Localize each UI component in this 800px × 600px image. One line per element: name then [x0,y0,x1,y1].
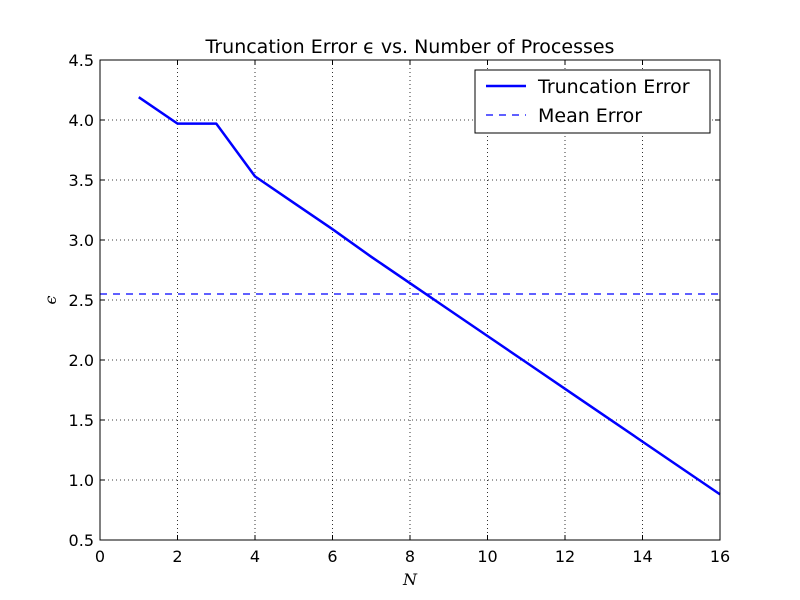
y-tick-label: 2.0 [69,351,94,370]
x-tick-label: 10 [477,547,497,566]
y-tick-label: 4.0 [69,111,94,130]
x-tick-label: 14 [632,547,652,566]
grid [100,60,720,540]
y-tick-label: 0.5 [69,531,94,550]
y-tick-label: 3.0 [69,231,94,250]
legend-box [474,69,711,134]
legend: Truncation Error Mean Error [474,69,711,134]
chart-title: Truncation Error ϵ vs. Number of Process… [205,36,615,58]
x-tick-label: 8 [405,547,415,566]
x-tick-label: 12 [555,547,575,566]
series-line-0 [138,96,721,496]
x-tick-label: 16 [710,547,730,566]
y-tick-label: 3.5 [69,171,94,190]
x-tick-label: 6 [327,547,337,566]
series-layer [100,96,721,496]
x-tick-label: 4 [250,547,260,566]
ticks: 0 2 4 6 8 10 12 14 16 0.5 1.0 1.5 2.0 2.5 3.0 3.5 4.0 4.5 [69,51,731,566]
legend-label-mean-error: Mean Error [538,105,642,127]
x-tick-label: 2 [172,547,182,566]
y-tick-label: 1.5 [69,411,94,430]
y-tick-label: 1.0 [69,471,94,490]
y-tick-label: 2.5 [69,291,94,310]
legend-label-truncation-error: Truncation Error [537,76,690,98]
x-axis-label: N [402,570,418,589]
y-axis-label: ϵ [41,295,60,304]
x-tick-label: 0 [95,547,105,566]
y-tick-label: 4.5 [69,51,94,70]
